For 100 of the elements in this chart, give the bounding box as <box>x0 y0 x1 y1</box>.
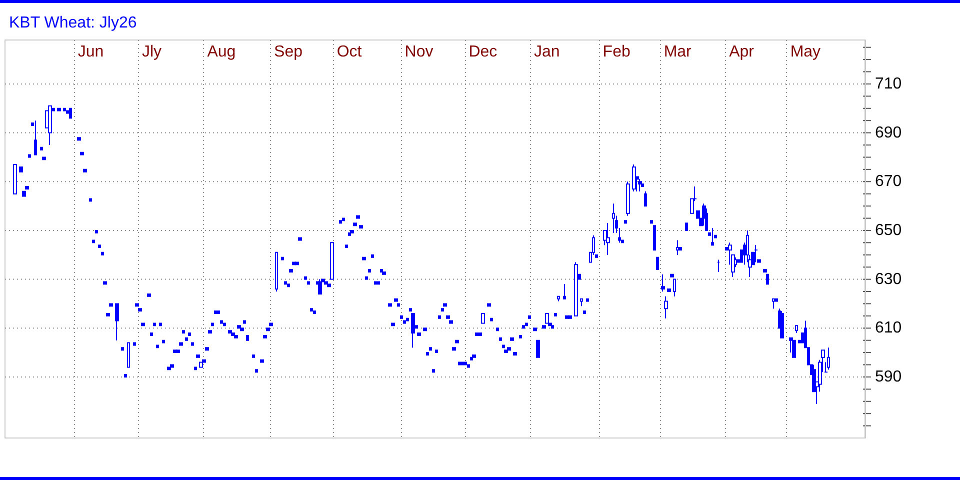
x-tick-label: Jan <box>534 44 560 60</box>
candlestick <box>101 252 104 256</box>
candlestick <box>124 374 127 378</box>
candlestick <box>240 328 244 332</box>
candlestick <box>717 259 720 272</box>
candlestick <box>490 318 493 322</box>
candlestick <box>638 178 642 192</box>
candlestick <box>563 284 566 300</box>
candlestick <box>656 256 659 270</box>
candlestick <box>208 330 212 334</box>
candlestick <box>34 120 37 156</box>
y-tick-label: 690 <box>875 124 902 142</box>
candlestick <box>318 278 322 294</box>
candlestick <box>185 337 188 341</box>
candlestick <box>513 352 517 356</box>
candlestick <box>281 256 284 260</box>
y-tick-label: 650 <box>875 222 902 239</box>
y-tick-label: 610 <box>875 320 902 337</box>
candlestick <box>289 269 293 272</box>
y-tick-label: 710 <box>875 75 902 92</box>
candlestick <box>153 322 156 326</box>
candlestick <box>391 322 395 326</box>
candlestick <box>205 347 209 351</box>
candlestick <box>583 310 586 314</box>
candlestick <box>220 320 223 324</box>
y-tick-label: 590 <box>875 368 902 386</box>
candlestick <box>429 347 432 351</box>
candlestick <box>313 310 316 314</box>
candlestick <box>664 296 668 319</box>
candlestick <box>92 240 95 244</box>
candlestick <box>772 298 775 310</box>
candlestick <box>644 190 647 207</box>
candlestick <box>667 288 671 292</box>
candlestick <box>368 269 371 272</box>
x-tick-label: Aug <box>207 44 236 60</box>
candlestick <box>586 298 589 302</box>
candlestick <box>217 310 220 314</box>
candlestick <box>162 340 165 344</box>
candlestick <box>356 215 360 219</box>
candlestick <box>40 146 43 150</box>
candlestick <box>455 340 459 344</box>
y-tick-label: 670 <box>875 173 902 190</box>
candlestick <box>228 330 232 334</box>
candlestick <box>109 303 113 307</box>
candlestick <box>435 350 438 354</box>
candlestick <box>374 281 377 285</box>
candlestick <box>63 108 66 112</box>
candlestick <box>211 322 214 326</box>
x-tick-label: Jly <box>142 44 162 60</box>
candlestick <box>260 359 264 363</box>
candlestick <box>348 232 351 236</box>
candlestick <box>330 242 334 280</box>
candlestick <box>141 322 145 326</box>
candlestick <box>295 262 299 266</box>
candlestick <box>350 230 354 234</box>
candlestick <box>487 303 491 307</box>
candlestick <box>80 152 84 156</box>
candlestick <box>214 310 217 314</box>
candlestick <box>179 342 183 346</box>
candlestick <box>307 281 310 285</box>
candlestick <box>496 328 499 332</box>
x-tick-label: Apr <box>729 44 755 60</box>
candlestick <box>676 240 679 256</box>
candlestick <box>470 356 473 360</box>
candlestick <box>159 322 162 326</box>
candlestick <box>365 276 368 280</box>
candlestick <box>77 137 81 141</box>
candlestick <box>533 328 537 332</box>
candlestick <box>580 298 583 307</box>
candlestick <box>423 328 427 332</box>
candlestick <box>89 198 92 202</box>
candlestick <box>705 208 708 231</box>
candlestick <box>246 334 249 341</box>
candlestick <box>191 342 194 346</box>
candlestick <box>606 222 610 256</box>
candlestick <box>661 274 665 292</box>
candlestick <box>103 281 107 285</box>
candlestick <box>121 347 124 351</box>
candlestick <box>234 334 238 338</box>
candlestick <box>199 362 203 368</box>
candlestick <box>626 181 630 216</box>
candlestick <box>57 108 61 112</box>
candlestick <box>377 281 380 285</box>
candlestick <box>507 347 511 351</box>
candlestick <box>754 244 758 263</box>
candlestick <box>528 315 531 319</box>
candlestick <box>499 337 502 341</box>
candlestick <box>406 318 409 322</box>
candlestick <box>624 220 627 224</box>
x-tick-label: May <box>790 44 821 60</box>
x-tick-label: Sep <box>274 44 303 60</box>
candlestick <box>170 364 174 368</box>
candlestick <box>510 337 514 341</box>
candlestick <box>481 312 485 324</box>
candlestick <box>255 369 258 373</box>
candlestick <box>147 293 151 297</box>
candlestick <box>284 281 287 285</box>
candlestick <box>243 320 246 324</box>
candlestick <box>98 244 101 248</box>
candlestick <box>536 340 540 358</box>
